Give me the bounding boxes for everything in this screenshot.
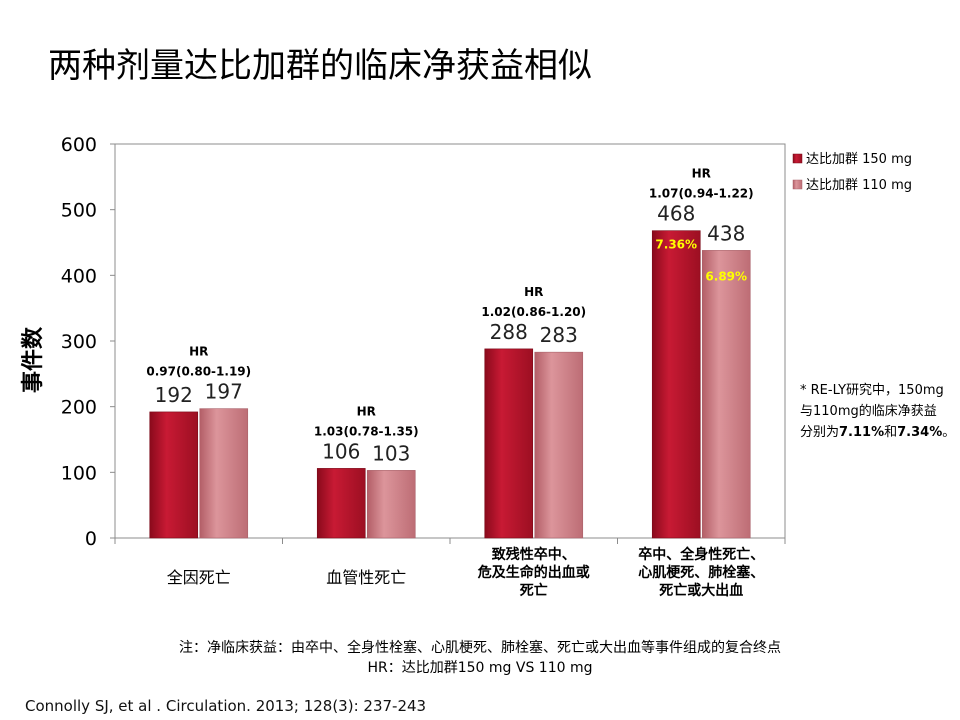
hr-label: HR — [692, 167, 711, 181]
category-label: 血管性死亡 — [326, 568, 406, 587]
slide-title: 两种剂量达比加群的临床净获益相似 — [48, 46, 592, 86]
legend-swatch — [792, 153, 803, 164]
citation: Connolly SJ, et al . Circulation. 2013; … — [25, 697, 427, 715]
side-note-value: 7.34% — [897, 425, 943, 440]
y-tick-label: 600 — [61, 134, 97, 156]
data-label: 192 — [155, 383, 193, 407]
data-label: 197 — [205, 380, 243, 404]
y-tick-label: 500 — [61, 200, 97, 222]
bar-150mg — [149, 411, 199, 539]
hr-value: 1.07(0.94-1.22) — [649, 187, 754, 201]
hr-value: 0.97(0.80-1.19) — [146, 365, 251, 379]
data-label: 288 — [490, 320, 528, 344]
hr-value: 1.02(0.86-1.20) — [481, 305, 586, 319]
bar-110mg — [701, 250, 751, 539]
y-tick-label: 300 — [61, 331, 97, 353]
category-label: 危及生命的出血或 — [477, 564, 590, 581]
category-label: 死亡或大出血 — [658, 582, 743, 599]
footnote-hr: HR：达比加群150 mg VS 110 mg — [367, 660, 593, 676]
legend-label: 达比加群 110 mg — [806, 178, 912, 193]
hr-label: HR — [524, 285, 543, 299]
data-label: 103 — [372, 441, 410, 465]
percent-label: 6.89% — [705, 269, 747, 283]
side-note-text: 和 — [884, 425, 898, 440]
legend-label: 达比加群 150 mg — [806, 152, 912, 167]
bar-150mg — [484, 348, 534, 539]
category-label: 心肌梗死、肺栓塞、 — [638, 564, 764, 581]
side-note-text: 分别为 — [800, 425, 840, 440]
y-tick-label: 0 — [85, 528, 97, 550]
data-label: 468 — [657, 202, 695, 226]
bar-110mg — [199, 408, 249, 539]
side-note-line: 分别为7.11%和7.34%。 — [800, 422, 960, 443]
percent-label: 7.36% — [655, 238, 697, 252]
y-tick-label: 100 — [61, 462, 97, 484]
data-label: 283 — [540, 323, 578, 347]
data-label: 438 — [707, 221, 745, 245]
bar-150mg — [316, 468, 366, 539]
side-note-text: 。 — [942, 425, 956, 440]
data-label: 106 — [322, 439, 360, 463]
category-label: 全因死亡 — [167, 568, 231, 587]
footnote-definition: 注：净临床获益：由卒中、全身性栓塞、心肌梗死、肺栓塞、死亡或大出血等事件组成的复… — [179, 640, 781, 656]
side-note-line: 与110mg的临床净获益 — [800, 404, 937, 419]
y-tick-label: 200 — [61, 397, 97, 419]
bar-110mg — [366, 470, 416, 539]
hr-value: 1.03(0.78-1.35) — [314, 424, 419, 438]
category-label: 卒中、全身性死亡、 — [638, 546, 764, 563]
y-axis-label: 事件数 — [20, 326, 46, 393]
bar-150mg — [651, 230, 701, 539]
category-label: 死亡 — [519, 582, 548, 599]
side-note-value: 7.11% — [839, 425, 885, 440]
category-label: 致残性卒中、 — [492, 546, 576, 563]
y-tick-label: 400 — [61, 265, 97, 287]
hr-label: HR — [189, 345, 208, 359]
side-note: * RE-LY研究中，150mg 与110mg的临床净获益 分别为7.11%和7… — [800, 380, 960, 443]
side-note-line: * RE-LY研究中，150mg — [800, 383, 944, 398]
hr-label: HR — [357, 404, 376, 418]
legend-swatch — [792, 179, 803, 190]
bar-110mg — [534, 351, 584, 539]
